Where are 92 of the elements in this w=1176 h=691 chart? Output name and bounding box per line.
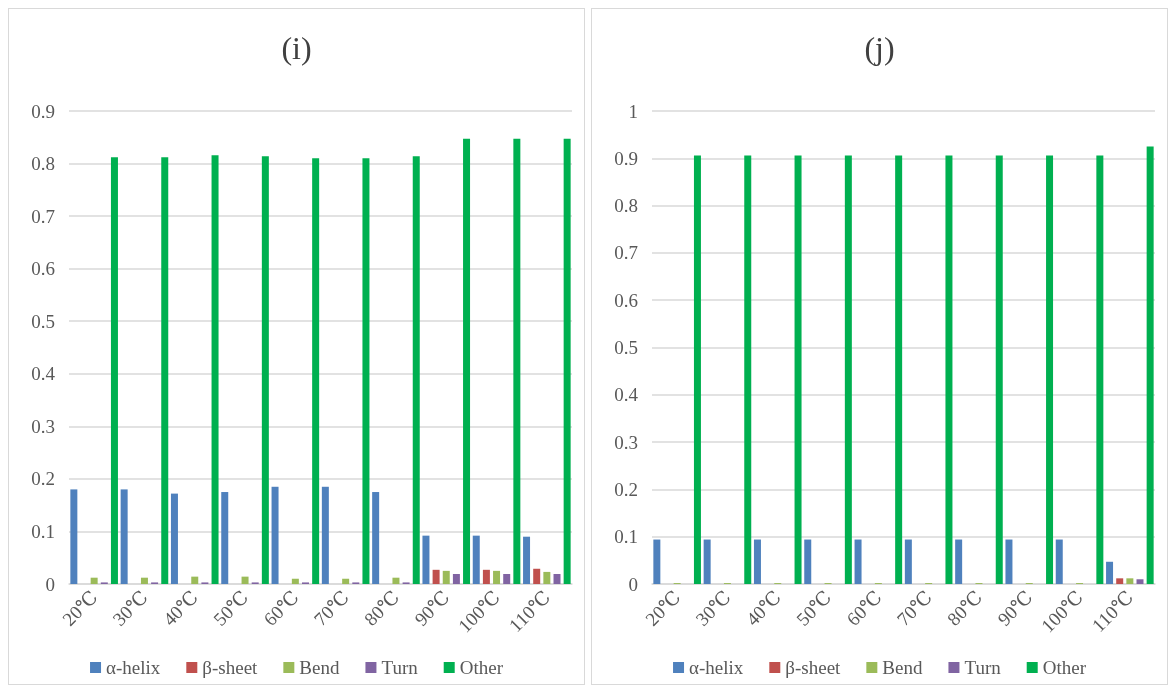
bar: [261, 156, 269, 584]
bar: [221, 492, 229, 584]
bar: [372, 492, 380, 584]
bar: [945, 155, 953, 584]
y-tick-label: 1: [628, 100, 638, 122]
y-tick-label: 0.2: [31, 468, 55, 490]
y-tick-label: 0.8: [31, 153, 55, 175]
y-tick-label: 0.5: [614, 337, 638, 358]
bar: [392, 577, 400, 584]
bar: [161, 157, 169, 584]
y-tick-label: 0.3: [614, 431, 638, 453]
bar: [503, 574, 511, 584]
bar: [120, 489, 128, 584]
bar: [110, 157, 118, 584]
bar: [543, 571, 551, 584]
bar: [794, 155, 802, 584]
bar: [854, 539, 862, 584]
y-tick-label: 0.3: [31, 415, 55, 437]
bar: [804, 539, 812, 584]
bar: [90, 577, 98, 584]
legend-label: Turn: [381, 657, 419, 678]
bar: [995, 155, 1003, 584]
legend-label: β-sheet: [785, 657, 842, 678]
legend-label: Bend: [299, 657, 340, 678]
bar: [1146, 146, 1154, 584]
bar: [1116, 578, 1124, 584]
y-tick-label: 0.6: [614, 289, 638, 311]
bar: [432, 569, 440, 584]
bar: [1046, 155, 1054, 584]
legend-label: Other: [1042, 657, 1087, 678]
y-tick-label: 0: [45, 573, 55, 595]
bar: [412, 156, 420, 584]
bar: [463, 138, 471, 584]
bar: [362, 158, 370, 584]
bar: [703, 539, 711, 584]
bar: [844, 155, 852, 584]
bar: [482, 569, 490, 584]
y-tick-label: 0.9: [31, 100, 55, 122]
y-tick-label: 0.8: [614, 195, 638, 217]
legend-label: α-helix: [106, 657, 161, 678]
y-tick-label: 0.2: [614, 478, 638, 500]
bar: [1126, 578, 1134, 584]
bar: [140, 577, 148, 584]
bar: [211, 155, 219, 584]
legend-label: β-sheet: [202, 657, 259, 678]
chart-title: (j): [864, 30, 895, 66]
bar: [1055, 539, 1063, 584]
bar: [472, 535, 480, 584]
bar: [70, 489, 78, 584]
bar: [955, 539, 963, 584]
y-tick-label: 0.7: [614, 242, 638, 264]
bar: [493, 570, 501, 584]
bar: [342, 578, 350, 584]
y-tick-label: 0.1: [31, 520, 55, 542]
legend-label: Bend: [882, 657, 923, 678]
bar: [1005, 539, 1013, 584]
y-tick-label: 0.5: [31, 310, 55, 332]
bar: [170, 493, 178, 584]
bar: [513, 138, 521, 584]
y-tick-label: 0: [628, 573, 638, 595]
y-tick-label: 0.4: [614, 384, 639, 406]
bar: [1106, 561, 1114, 584]
bar: [452, 574, 460, 584]
bar: [523, 536, 531, 584]
bar: [533, 568, 541, 584]
legend-label: Turn: [964, 657, 1002, 678]
legend-label: Other: [459, 657, 504, 678]
bar: [442, 570, 450, 584]
bar: [241, 576, 249, 584]
y-tick-label: 0.9: [614, 147, 638, 169]
y-tick-label: 0.7: [31, 205, 55, 227]
bar: [563, 138, 571, 584]
bar: [895, 155, 903, 584]
bar: [904, 539, 912, 584]
bar: [291, 578, 299, 584]
bar: [693, 155, 701, 584]
bar: [553, 574, 561, 584]
bar: [191, 576, 199, 584]
y-tick-label: 0.6: [31, 258, 55, 280]
bar: [744, 155, 752, 584]
legend-label: α-helix: [689, 657, 744, 678]
chart-title: (i): [281, 30, 312, 66]
bar: [321, 486, 329, 584]
bar: [653, 539, 661, 584]
bar: [312, 158, 320, 584]
bar: [1136, 579, 1144, 584]
y-tick-label: 0.4: [31, 363, 56, 385]
y-tick-label: 0.1: [614, 526, 638, 548]
bar: [1096, 155, 1104, 584]
bar: [753, 539, 761, 584]
bar: [422, 535, 430, 584]
bar: [271, 486, 279, 584]
